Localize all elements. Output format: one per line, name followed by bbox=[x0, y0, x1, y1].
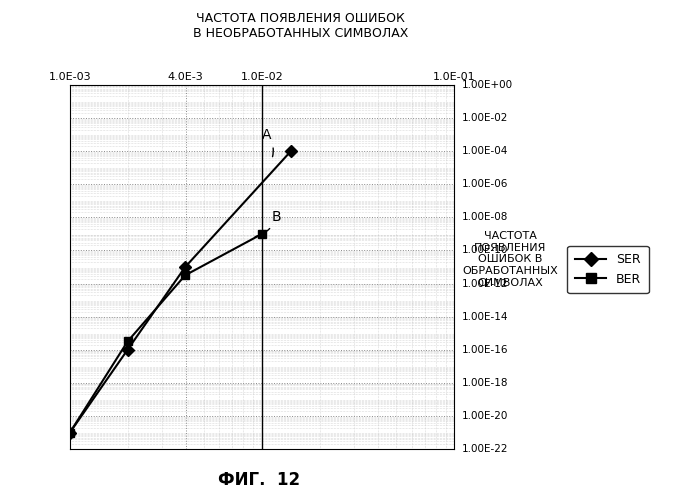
Line: BER: BER bbox=[66, 230, 266, 437]
Text: 1.00E-18: 1.00E-18 bbox=[462, 378, 509, 388]
Text: 1.00E-10: 1.00E-10 bbox=[462, 246, 508, 255]
SER bbox=[287, 148, 295, 154]
Text: 1.00E-02: 1.00E-02 bbox=[462, 113, 508, 123]
Text: 1.00E-06: 1.00E-06 bbox=[462, 179, 508, 189]
Text: 1.00E-16: 1.00E-16 bbox=[462, 345, 509, 355]
Text: 1.00E-04: 1.00E-04 bbox=[462, 146, 508, 156]
Text: 1.0E-01: 1.0E-01 bbox=[433, 72, 475, 82]
Text: B: B bbox=[255, 210, 282, 237]
Legend: SER, BER: SER, BER bbox=[568, 246, 649, 293]
Text: 4.0E-3: 4.0E-3 bbox=[168, 72, 203, 82]
Text: ЧАСТОТА
ПОЯВЛЕНИЯ
ОШИБОК В
ОБРАБОТАННЫХ
СИМВОЛАХ: ЧАСТОТА ПОЯВЛЕНИЯ ОШИБОК В ОБРАБОТАННЫХ … bbox=[463, 231, 558, 288]
Line: SER: SER bbox=[66, 147, 295, 437]
Text: ЧАСТОТА ПОЯВЛЕНИЯ ОШИБОК
В НЕОБРАБОТАННЫХ СИМВОЛАХ: ЧАСТОТА ПОЯВЛЕНИЯ ОШИБОК В НЕОБРАБОТАННЫ… bbox=[193, 12, 408, 40]
BER bbox=[66, 430, 74, 436]
Text: 1.00E-08: 1.00E-08 bbox=[462, 212, 508, 222]
Text: ФИГ.  12: ФИГ. 12 bbox=[217, 471, 300, 489]
BER bbox=[123, 338, 131, 344]
Text: 1.00E-14: 1.00E-14 bbox=[462, 312, 509, 322]
SER bbox=[66, 430, 74, 436]
Text: 1.00E-22: 1.00E-22 bbox=[462, 444, 509, 454]
BER bbox=[258, 231, 266, 237]
Text: 1.00E-12: 1.00E-12 bbox=[462, 278, 509, 288]
BER bbox=[181, 272, 189, 278]
Text: A: A bbox=[262, 128, 273, 157]
SER bbox=[181, 264, 189, 270]
Text: 1.00E-20: 1.00E-20 bbox=[462, 411, 508, 421]
Text: 1.00E+00: 1.00E+00 bbox=[462, 80, 513, 90]
Text: 1.0E-03: 1.0E-03 bbox=[49, 72, 91, 82]
SER bbox=[123, 347, 131, 353]
Text: 1.0E-02: 1.0E-02 bbox=[240, 72, 284, 82]
